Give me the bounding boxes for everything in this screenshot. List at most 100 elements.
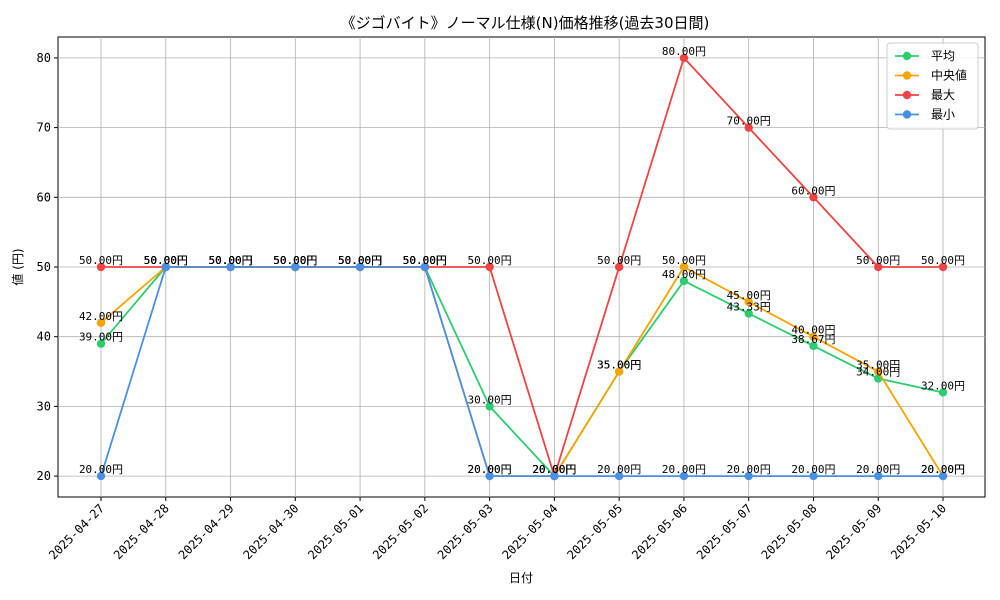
data-label: 50.00円 (597, 254, 641, 267)
data-label: 20.00円 (921, 463, 965, 476)
data-label: 34.00円 (856, 366, 900, 379)
data-point (809, 341, 818, 351)
data-label: 35.00円 (597, 359, 641, 372)
data-label: 60.00円 (791, 184, 835, 197)
data-label: 35.00円 (597, 359, 641, 372)
data-label: 20.00円 (791, 463, 835, 476)
data-label: 50.00円 (208, 254, 252, 267)
data-point (809, 332, 818, 341)
data-point (355, 262, 365, 272)
x-tick-label: 2025-05-02 (370, 501, 431, 562)
x-tick-label: 2025-04-28 (111, 501, 172, 562)
data-label: 80.00円 (662, 45, 706, 58)
data-point (614, 262, 624, 272)
series-layer (96, 53, 948, 481)
data-label: 50.00円 (144, 254, 188, 267)
data-point (485, 262, 494, 272)
legend-swatch-marker (902, 51, 912, 61)
x-tick-label: 2025-05-05 (564, 501, 625, 562)
data-label: 50.00円 (403, 254, 447, 267)
x-tick-label: 2025-04-29 (176, 501, 237, 562)
data-label: 38.67円 (791, 333, 835, 346)
data-point (550, 471, 559, 481)
legend-swatch-marker (902, 110, 912, 119)
data-point (744, 297, 753, 307)
x-tick-label: 2025-05-09 (823, 501, 884, 562)
data-label: 50.00円 (338, 254, 382, 267)
data-point (874, 471, 883, 481)
data-point (96, 262, 106, 272)
data-label: 50.00円 (403, 254, 447, 267)
x-tick-label: 2025-05-01 (305, 501, 366, 562)
y-tick-label: 20 (37, 469, 51, 483)
data-label: 20.00円 (921, 463, 965, 476)
legend-swatch-marker (902, 71, 912, 80)
data-label: 50.00円 (208, 254, 252, 267)
data-label: 50.00円 (208, 254, 252, 267)
data-label: 20.00円 (468, 463, 512, 476)
legend-entry-label: 最小 (931, 108, 955, 122)
data-point (614, 367, 624, 376)
data-label: 20.00円 (532, 463, 576, 476)
data-label: 20.00円 (727, 463, 771, 476)
y-tick-label: 40 (37, 330, 51, 344)
data-label: 20.00円 (662, 463, 706, 476)
data-label: 50.00円 (921, 254, 965, 267)
data-label: 70.00円 (727, 115, 771, 128)
x-tick-label: 2025-04-27 (46, 501, 107, 562)
legend-entry-label: 中央値 (931, 68, 967, 83)
data-point (744, 123, 753, 132)
data-point (938, 471, 948, 481)
data-label: 43.33円 (727, 300, 771, 313)
x-tick-label: 2025-05-06 (629, 501, 690, 562)
data-label: 20.00円 (532, 463, 576, 476)
data-label: 20.00円 (532, 463, 576, 476)
data-point (226, 262, 235, 272)
data-label: 50.00円 (662, 254, 706, 267)
data-label: 50.00円 (273, 254, 317, 267)
y-tick-label: 30 (37, 399, 51, 413)
data-label: 50.00円 (273, 254, 317, 267)
data-point (161, 262, 170, 272)
legend-swatch-marker (902, 90, 912, 100)
x-tick-label: 2025-05-10 (888, 501, 949, 562)
data-point (744, 471, 753, 481)
data-point (614, 471, 624, 481)
data-label: 20.00円 (79, 463, 123, 476)
y-tick-label: 70 (37, 121, 51, 135)
data-point (744, 309, 753, 318)
y-tick-label: 50 (37, 260, 51, 274)
data-label: 32.00円 (921, 379, 965, 392)
data-label: 50.00円 (273, 254, 317, 267)
data-point (679, 276, 689, 286)
chart-title: 《ジゴバイト》ノーマル仕様(N)価格推移(過去30日間) (341, 14, 710, 32)
x-tick-label: 2025-05-04 (500, 501, 561, 562)
data-label: 20.00円 (532, 463, 576, 476)
data-point (96, 471, 106, 481)
x-tick-label: 2025-05-08 (759, 501, 820, 562)
data-label: 30.00円 (468, 393, 512, 406)
data-point (420, 262, 430, 272)
legend-frame (886, 42, 979, 130)
y-tick-label: 80 (37, 51, 51, 65)
data-point (485, 402, 494, 411)
data-label: 48.00円 (662, 268, 706, 281)
data-label: 50.00円 (144, 254, 188, 267)
data-point (809, 193, 818, 202)
data-label: 50.00円 (273, 254, 317, 267)
data-label: 45.00円 (727, 289, 771, 302)
data-label: 50.00円 (144, 254, 188, 267)
y-tick-label: 60 (37, 190, 51, 204)
x-tick-label: 2025-04-30 (240, 501, 301, 562)
data-point (679, 53, 689, 63)
data-point (874, 367, 883, 376)
data-label: 50.00円 (856, 254, 900, 267)
data-point (291, 262, 300, 272)
legend-entry-label: 最大 (931, 88, 955, 102)
data-label: 50.00円 (338, 254, 382, 267)
data-label-layer: 39.00円 50.00円 50.00円 50.00円 50.00円 50.00円 30.0… (79, 45, 965, 476)
data-point (938, 262, 948, 272)
series-line-3 (100, 266, 944, 477)
